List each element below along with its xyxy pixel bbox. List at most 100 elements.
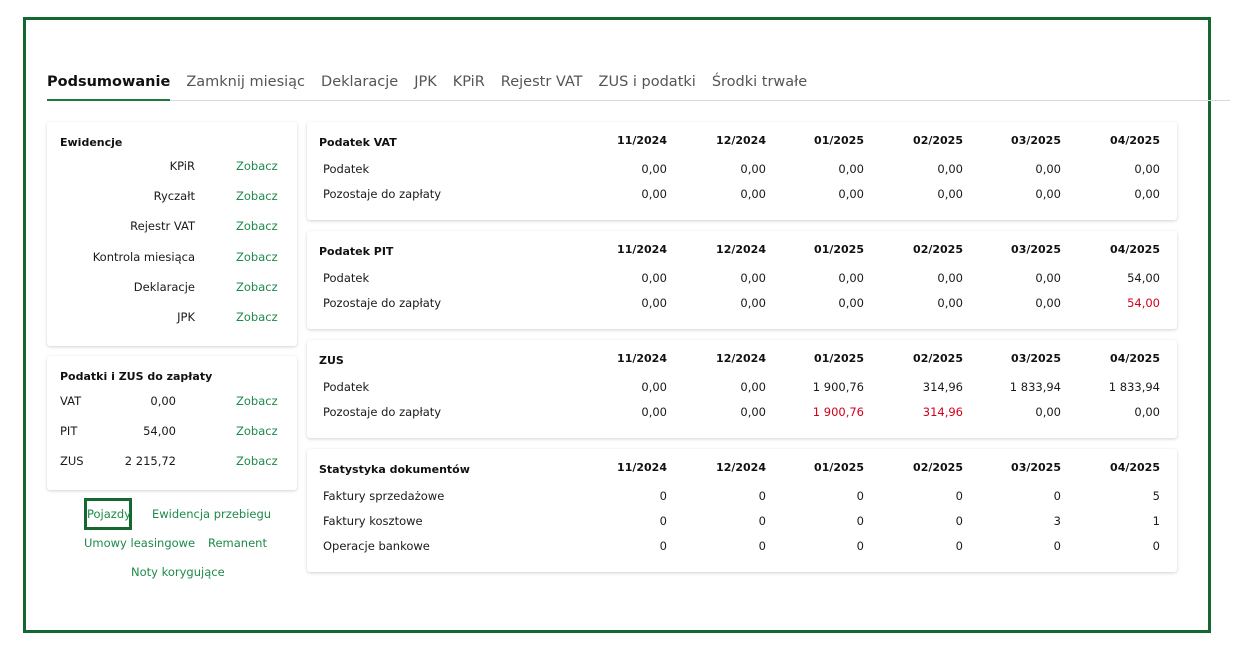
table-cell: 0 [758,489,766,503]
table-card-statystyka-dokumentow: Statystyka dokumentów 11/2024 12/2024 01/20… [307,449,1177,572]
table-cell: 0,00 [1035,187,1061,201]
zobacz-pit-link[interactable]: Zobacz [236,424,278,438]
row-label: Faktury kosztowe [323,514,423,528]
month-header: 03/2025 [1011,461,1061,474]
row-label: Faktury sprzedażowe [323,489,445,503]
table-cell: 0 [955,489,963,503]
ewidencje-label: Rejestr VAT [130,219,195,233]
table-cell: 0,00 [1035,296,1061,310]
pojazdy-link[interactable]: Pojazdy [87,507,131,521]
umowy-leasingowe-link[interactable]: Umowy leasingowe [84,536,196,550]
table-cell: 0,00 [838,296,864,310]
table-cell: 3 [1053,514,1061,528]
month-header: 02/2025 [913,134,963,147]
table-cell: 0,00 [1035,405,1061,419]
table-cell: 0,00 [641,271,667,285]
month-header: 03/2025 [1011,134,1061,147]
zobacz-kpir-link[interactable]: Zobacz [236,159,278,173]
row-label: Pozostaje do zapłaty [323,296,442,310]
table-title: Statystyka dokumentów [319,463,470,476]
month-header: 04/2025 [1110,134,1160,147]
table-cell: 0,00 [641,296,667,310]
zobacz-jpk-link[interactable]: Zobacz [236,310,278,324]
table-cell: 0,00 [641,380,667,394]
table-cell: 54,00 [1127,271,1160,285]
month-header: 12/2024 [716,243,766,256]
table-cell: 0 [659,514,667,528]
month-header: 12/2024 [716,461,766,474]
table-cell: 1 900,76 [812,380,864,394]
table-cell: 314,96 [922,380,963,394]
table-cell: 0 [659,489,667,503]
ewidencje-row-kontrola: Kontrola miesiąca Zobacz [47,250,297,266]
zobacz-vat-link[interactable]: Zobacz [236,394,278,408]
month-header: 02/2025 [913,243,963,256]
ewidencje-label: Deklaracje [133,280,195,294]
ewidencje-title: Ewidencje [60,136,123,149]
zobacz-ryczalt-link[interactable]: Zobacz [236,189,278,203]
row-label: Pozostaje do zapłaty [323,187,442,201]
zobacz-zus-link[interactable]: Zobacz [236,454,278,468]
tab-podsumowanie[interactable]: Podsumowanie [47,72,171,101]
table-cell: 0 [856,489,864,503]
row-label: Podatek [323,162,370,176]
table-cell: 0,00 [740,187,766,201]
table-cell: 0,00 [740,296,766,310]
tab-kpir[interactable]: KPiR [452,74,485,90]
table-cell: 0,00 [641,162,667,176]
podatki-row-zus: ZUS 2 215,72 Zobacz [47,454,297,470]
month-header: 04/2025 [1110,461,1160,474]
tab-jpk[interactable]: JPK [414,74,437,90]
podatki-card: Podatki i ZUS do zapłaty VAT 0,00 Zobacz… [47,356,297,490]
tab-deklaracje[interactable]: Deklaracje [321,74,399,90]
ewidencje-label: Kontrola miesiąca [92,250,195,264]
zobacz-deklaracje-link[interactable]: Zobacz [236,280,278,294]
noty-korygujace-link[interactable]: Noty korygujące [131,565,225,579]
table-cell: 0,00 [1035,271,1061,285]
table-cell: 0 [758,539,766,553]
tax-value: 54,00 [143,424,176,438]
ewidencje-row-deklaracje: Deklaracje Zobacz [47,280,297,296]
table-cell: 0,00 [1035,162,1061,176]
tax-value: 2 215,72 [124,454,176,468]
table-card-zus: ZUS 11/2024 12/2024 01/2025 02/2025 03/2025 04… [307,340,1177,438]
month-header: 01/2025 [814,134,864,147]
tab-zamknij-miesiac[interactable]: Zamknij miesiąc [186,74,306,90]
ewidencje-label: JPK [177,310,195,324]
month-header: 11/2024 [617,243,667,256]
month-header: 01/2025 [814,243,864,256]
tab-srodki-trwale[interactable]: Środki trwałe [711,74,808,90]
pojazdy-focus-ring [84,498,132,530]
table-cell: 0,00 [740,271,766,285]
zobacz-rejestr-vat-link[interactable]: Zobacz [236,219,278,233]
row-label: Operacje bankowe [323,539,430,553]
ewidencja-przebiegu-link[interactable]: Ewidencja przebiegu [152,507,272,521]
table-cell: 0 [1053,489,1061,503]
month-header: 04/2025 [1110,243,1160,256]
tax-name: PIT [60,424,78,438]
month-header: 03/2025 [1011,243,1061,256]
ewidencje-row-jpk: JPK Zobacz [47,310,297,326]
table-cell: 0 [758,514,766,528]
month-header: 04/2025 [1110,352,1160,365]
month-header: 12/2024 [716,352,766,365]
table-cell: 1 833,94 [1009,380,1061,394]
table-cell: 0 [1152,539,1160,553]
tax-name: VAT [60,394,82,408]
table-cell: 0 [856,539,864,553]
ewidencje-label: Ryczałt [153,189,195,203]
remanent-link[interactable]: Remanent [208,536,267,550]
podatki-title: Podatki i ZUS do zapłaty [60,370,213,383]
table-cell: 0,00 [937,187,963,201]
month-header: 01/2025 [814,461,864,474]
table-cell: 0,00 [838,271,864,285]
table-title: Podatek VAT [319,136,397,149]
table-cell: 0,00 [937,271,963,285]
tab-zus-i-podatki[interactable]: ZUS i podatki [598,74,696,90]
month-header: 11/2024 [617,461,667,474]
zobacz-kontrola-link[interactable]: Zobacz [236,250,278,264]
month-header: 12/2024 [716,134,766,147]
month-header: 11/2024 [617,352,667,365]
tab-rejestr-vat[interactable]: Rejestr VAT [500,74,583,90]
table-cell: 0,00 [740,380,766,394]
